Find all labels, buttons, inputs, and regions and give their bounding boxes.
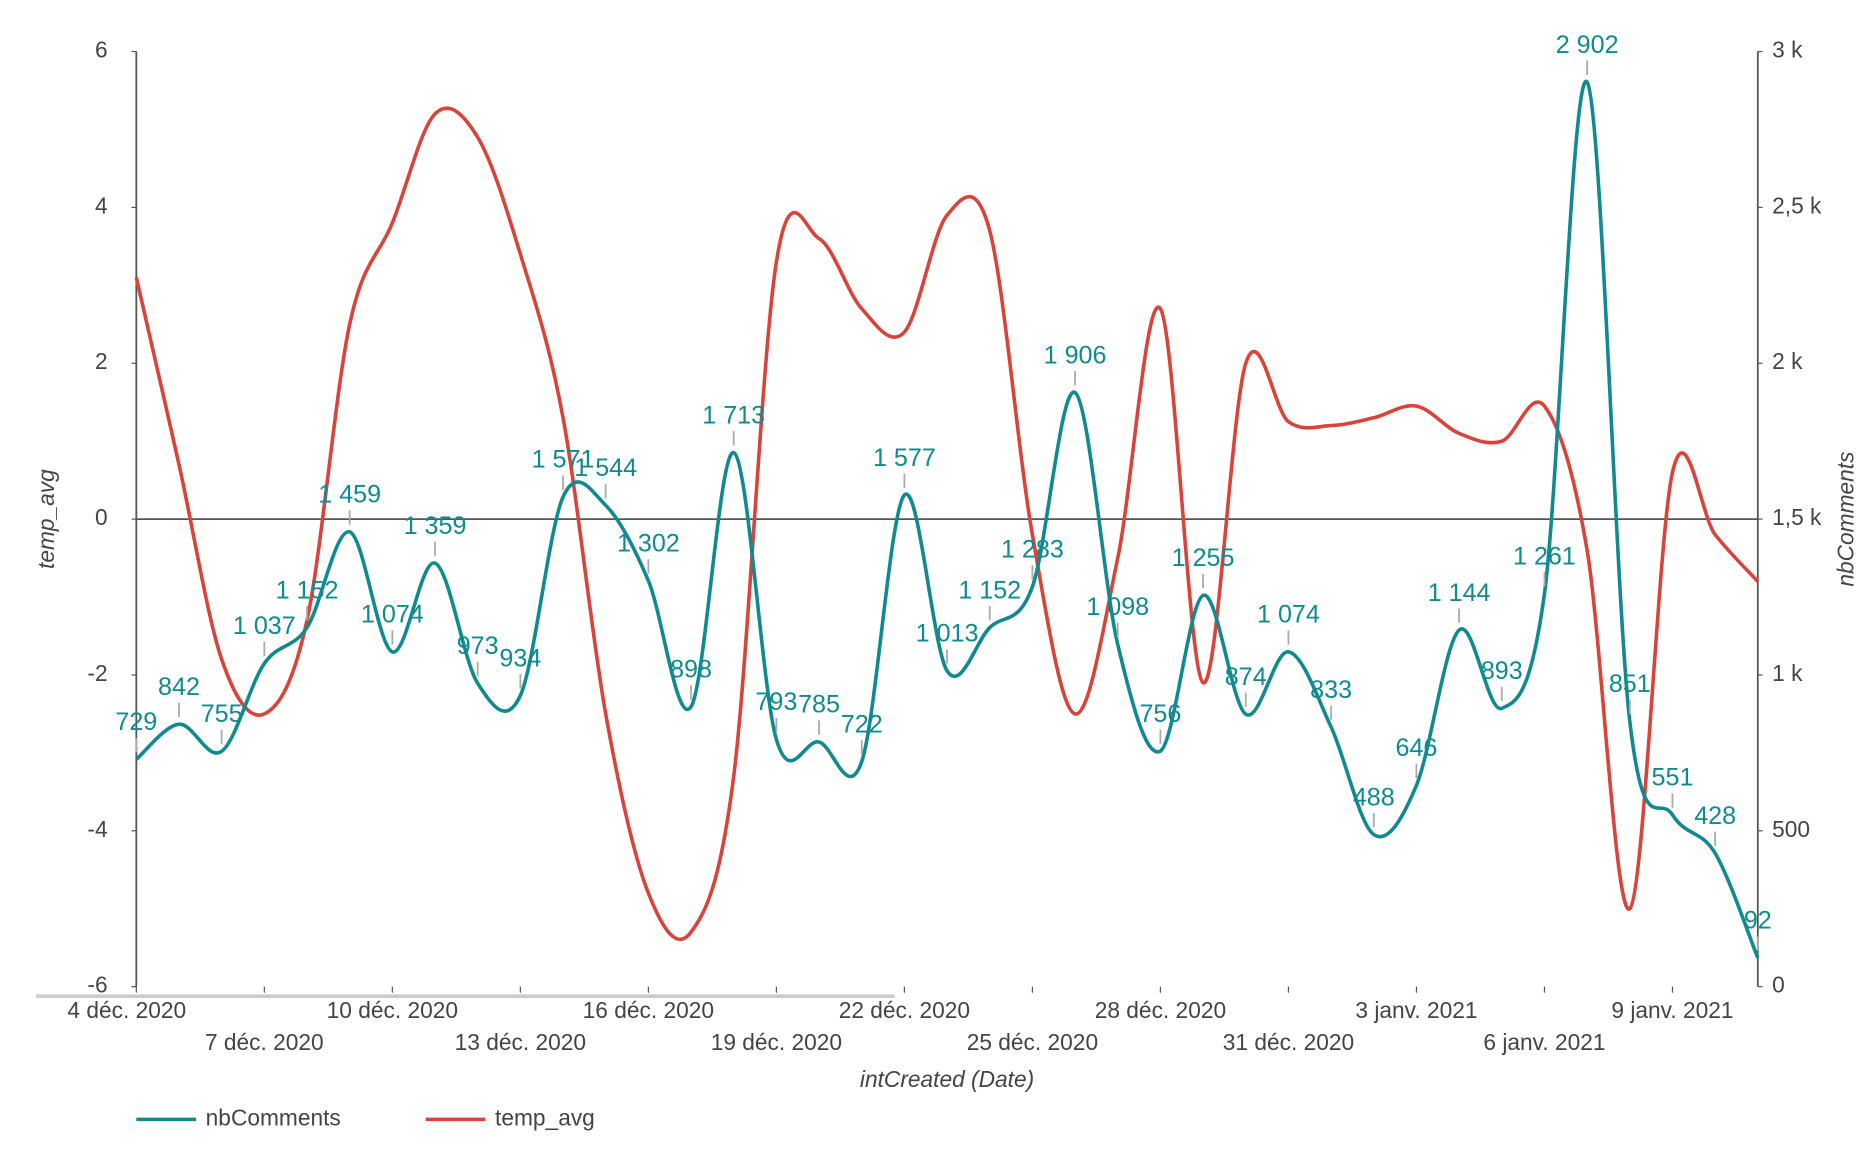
- data-label: 1 074: [1257, 601, 1320, 629]
- data-label: 1 152: [276, 576, 339, 604]
- data-label: 842: [158, 673, 200, 701]
- y2-tick-label: 3 k: [1772, 37, 1803, 63]
- data-label: 793: [755, 688, 797, 716]
- y2-tick-label: 2 k: [1772, 348, 1803, 374]
- data-label: 1 144: [1428, 579, 1491, 607]
- x-tick-label: 9 janv. 2021: [1611, 997, 1733, 1023]
- x-tick-label: 25 déc. 2020: [967, 1029, 1098, 1055]
- data-label: 1 571: [532, 446, 595, 474]
- data-label: 1 577: [873, 444, 936, 472]
- y-axis-title: temp_avg: [33, 469, 59, 569]
- data-label: 973: [457, 632, 499, 660]
- data-label: 1 261: [1513, 542, 1576, 570]
- y-tick-label: 6: [95, 37, 108, 63]
- legend-label: temp_avg: [495, 1104, 595, 1130]
- data-label: 833: [1310, 676, 1352, 704]
- x-tick-label: 7 déc. 2020: [205, 1029, 324, 1055]
- y2-axis-title: nbComments: [1832, 452, 1858, 587]
- data-label: 898: [670, 656, 712, 684]
- data-label: 1 283: [1001, 536, 1064, 564]
- x-tick-label: 10 déc. 2020: [327, 997, 458, 1023]
- data-label: 729: [115, 708, 157, 736]
- data-label: 1 255: [1172, 544, 1235, 572]
- data-label: 1 152: [958, 576, 1021, 604]
- y-tick-label: -4: [87, 816, 107, 842]
- y-tick-label: -6: [87, 972, 107, 998]
- y-tick-label: -2: [87, 660, 107, 686]
- data-label: 551: [1652, 764, 1694, 792]
- data-label: 1 074: [361, 601, 424, 629]
- data-label: 1 906: [1044, 341, 1107, 369]
- x-tick-label: 3 janv. 2021: [1355, 997, 1477, 1023]
- data-label: 722: [841, 710, 883, 738]
- x-tick-label: 19 déc. 2020: [711, 1029, 842, 1055]
- x-tick-label: 13 déc. 2020: [455, 1029, 586, 1055]
- series-line: [135, 79, 1760, 959]
- y2-tick-label: 500: [1772, 816, 1810, 842]
- series-line: [134, 106, 1760, 941]
- y2-tick-label: 2,5 k: [1772, 192, 1822, 218]
- x-axis-title: intCreated (Date): [860, 1066, 1034, 1092]
- x-tick-label: 28 déc. 2020: [1095, 997, 1226, 1023]
- x-tick-label: 16 déc. 2020: [583, 997, 714, 1023]
- data-label: 756: [1139, 700, 1181, 728]
- data-label: 1 013: [916, 620, 979, 648]
- data-label: 874: [1225, 663, 1267, 691]
- data-label: 428: [1694, 802, 1736, 830]
- data-label: 92: [1744, 907, 1772, 935]
- data-label: 646: [1395, 734, 1437, 762]
- x-tick-label: 31 déc. 2020: [1223, 1029, 1354, 1055]
- y2-tick-label: 0: [1772, 972, 1785, 998]
- data-label: 1 037: [233, 612, 296, 640]
- y2-tick-label: 1,5 k: [1772, 504, 1822, 530]
- data-label: 785: [798, 691, 840, 719]
- legend-label: nbComments: [206, 1104, 341, 1130]
- data-label: 851: [1609, 670, 1651, 698]
- y-tick-label: 2: [95, 348, 108, 374]
- y2-tick-label: 1 k: [1772, 660, 1803, 686]
- data-label: 934: [499, 644, 541, 672]
- data-label: 1 459: [318, 481, 381, 509]
- data-label: 2 902: [1556, 31, 1619, 59]
- data-label: 488: [1353, 783, 1395, 811]
- data-label: 1 302: [617, 530, 680, 558]
- x-tick-label: 4 déc. 2020: [67, 997, 186, 1023]
- data-label: 893: [1481, 657, 1523, 685]
- x-tick-label: 22 déc. 2020: [839, 997, 970, 1023]
- data-label: 755: [201, 700, 243, 728]
- data-label: 1 098: [1086, 593, 1149, 621]
- x-tick-label: 6 janv. 2021: [1483, 1029, 1605, 1055]
- data-label: 1 544: [574, 454, 637, 482]
- y-tick-label: 4: [95, 192, 108, 218]
- data-label: 1 713: [702, 401, 765, 429]
- data-label: 1 359: [404, 512, 467, 540]
- y-tick-label: 0: [95, 504, 108, 530]
